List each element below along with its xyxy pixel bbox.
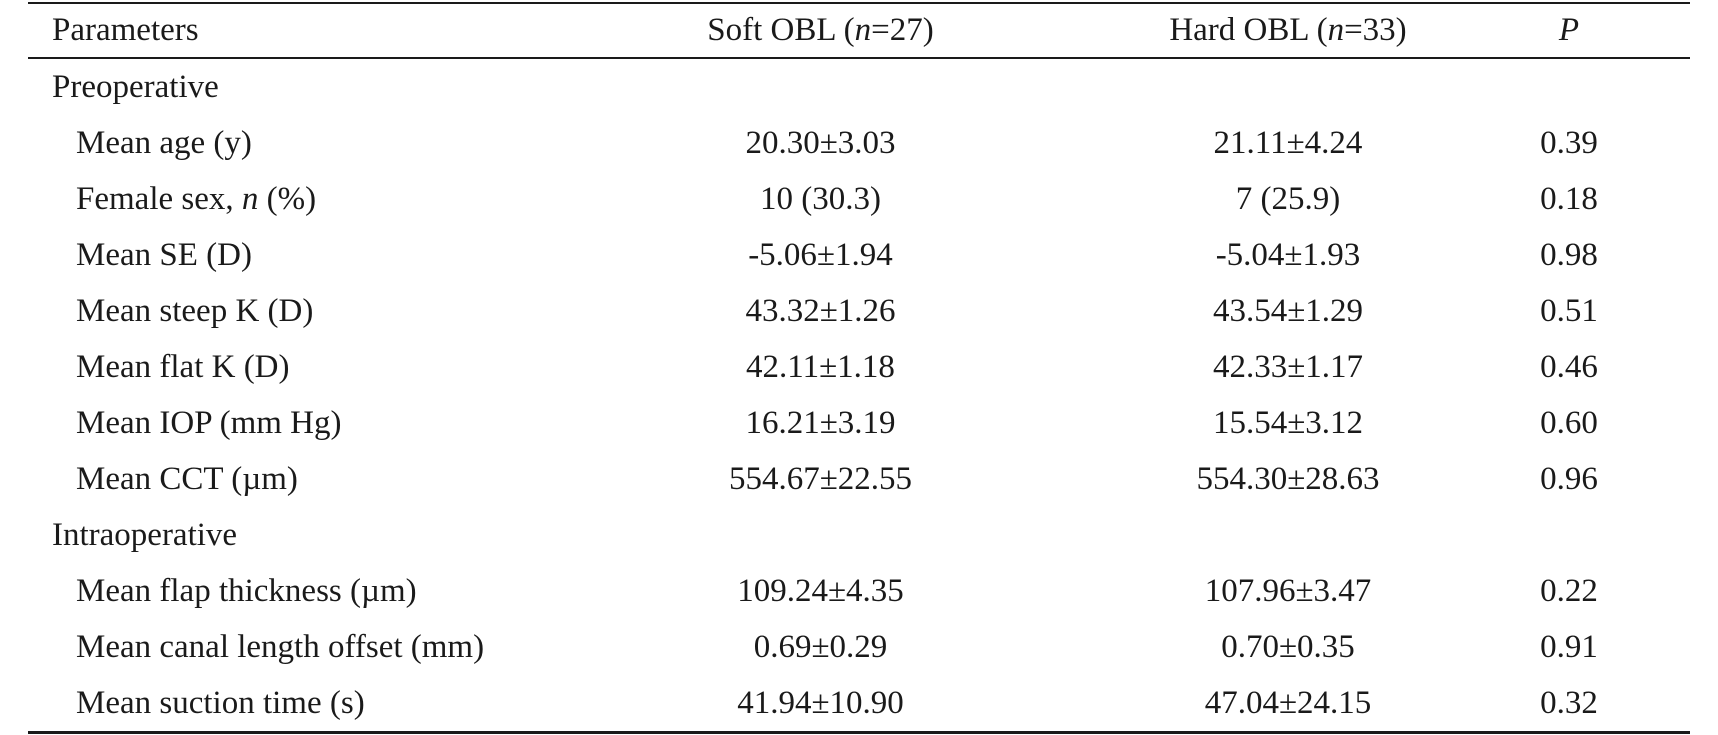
row-soft-value: 41.94±10.90 [737,684,904,721]
table-row: Mean suction time (s) 41.94±10.90 47.04±… [28,675,1690,733]
row-soft-value: 0.69±0.29 [753,628,888,665]
row-p-value: 0.51 [1540,292,1598,329]
row-label: Mean SE (D) [76,236,252,273]
row-label: Mean flap thickness (µm) [76,572,417,609]
data-table-container: Parameters Soft OBL (n=27) Hard OBL (n=3… [28,2,1690,734]
table-body: Preoperative Mean age (y) 20.30±3.03 21.… [28,58,1690,733]
row-hard-value: -5.04±1.93 [1215,236,1361,273]
table-row: Mean flap thickness (µm) 109.24±4.35 107… [28,563,1690,619]
row-label-italic: n [241,180,259,217]
header-hard-rest: =33) [1344,12,1407,48]
header-soft-prefix: Soft OBL ( [707,12,855,48]
row-hard-value: 42.33±1.17 [1212,348,1364,385]
row-soft-value: 10 (30.3) [760,180,881,217]
section-row-intraoperative: Intraoperative [28,507,1690,563]
row-label: Mean steep K (D) [76,292,314,329]
row-hard-value: 7 (25.9) [1235,180,1341,217]
row-hard-value: 47.04±24.15 [1204,684,1372,721]
table-row: Female sex, n (%) 10 (30.3) 7 (25.9) 0.1… [28,171,1690,227]
row-p-value: 0.32 [1540,684,1598,721]
row-hard-value: 554.30±28.63 [1196,460,1380,497]
row-p-value: 0.39 [1540,124,1598,161]
table-row: Mean SE (D) -5.06±1.94 -5.04±1.93 0.98 [28,227,1690,283]
section-row-preoperative: Preoperative [28,58,1690,115]
table-row: Mean canal length offset (mm) 0.69±0.29 … [28,619,1690,675]
row-soft-value: 109.24±4.35 [737,572,904,609]
table-row: Mean flat K (D) 42.11±1.18 42.33±1.17 0.… [28,339,1690,395]
table-row: Mean steep K (D) 43.32±1.26 43.54±1.29 0… [28,283,1690,339]
row-hard-value: 0.70±0.35 [1221,628,1355,665]
header-soft-n: n [854,12,872,48]
header-hard-n: n [1327,12,1345,48]
table-header: Parameters Soft OBL (n=27) Hard OBL (n=3… [28,3,1690,58]
header-hard-obl: Hard OBL (n=33) [998,3,1448,58]
header-soft-rest: =27) [871,12,934,48]
row-p-value: 0.22 [1540,572,1598,609]
row-soft-value: 16.21±3.19 [745,404,896,441]
row-soft-value: 554.67±22.55 [728,460,913,497]
row-label: Mean CCT (µm) [76,460,298,497]
row-label: Mean suction time (s) [76,684,365,721]
row-label: Mean flat K (D) [76,348,290,385]
header-hard-prefix: Hard OBL ( [1169,12,1328,48]
row-label-suffix: (%) [258,180,317,217]
row-label: Mean age (y) [76,124,252,161]
row-p-value: 0.96 [1540,460,1598,497]
table-row: Mean CCT (µm) 554.67±22.55 554.30±28.63 … [28,451,1690,507]
row-p-value: 0.98 [1540,236,1598,273]
row-label: Mean canal length offset (mm) [76,628,485,665]
row-p-value: 0.60 [1540,404,1598,441]
header-soft-obl: Soft OBL (n=27) [643,3,998,58]
row-soft-value: 42.11±1.18 [746,348,895,385]
row-label: Mean IOP (mm Hg) [76,404,342,441]
row-p-value: 0.91 [1540,628,1598,665]
table-row: Mean age (y) 20.30±3.03 21.11±4.24 0.39 [28,115,1690,171]
header-row: Parameters Soft OBL (n=27) Hard OBL (n=3… [28,3,1690,58]
row-label-prefix: Female sex, [76,180,242,217]
row-soft-value: -5.06±1.94 [748,236,893,273]
comparison-table: Parameters Soft OBL (n=27) Hard OBL (n=3… [28,2,1690,734]
row-soft-value: 20.30±3.03 [745,124,896,161]
header-p-value: P [1558,12,1580,48]
row-hard-value: 15.54±3.12 [1212,404,1364,441]
row-label: Female sex, n (%) [28,171,643,227]
row-soft-value: 43.32±1.26 [745,292,896,329]
row-p-value: 0.46 [1540,348,1598,385]
section-title: Preoperative [52,68,219,105]
header-parameters: Parameters [52,12,199,48]
section-title: Intraoperative [52,516,238,553]
row-hard-value: 21.11±4.24 [1213,124,1363,161]
row-hard-value: 43.54±1.29 [1212,292,1364,329]
row-p-value: 0.18 [1540,180,1598,217]
row-hard-value: 107.96±3.47 [1204,572,1372,609]
table-row: Mean IOP (mm Hg) 16.21±3.19 15.54±3.12 0… [28,395,1690,451]
